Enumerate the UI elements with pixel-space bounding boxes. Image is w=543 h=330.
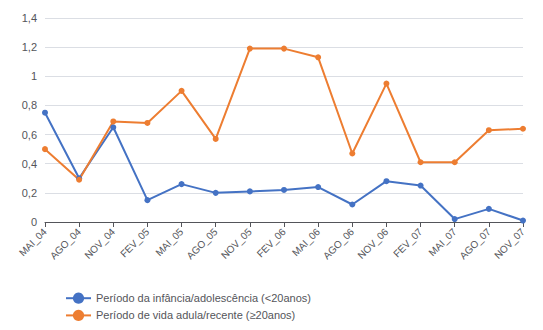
svg-text:0: 0 [31,216,37,228]
svg-text:0,2: 0,2 [22,187,37,199]
svg-text:AGO_04: AGO_04 [48,226,84,262]
svg-text:AGO_05: AGO_05 [184,226,220,262]
svg-text:Período da infância/adolescênc: Período da infância/adolescência (<20ano… [96,292,311,304]
svg-text:AGO_07: AGO_07 [457,226,493,262]
svg-text:NOV_06: NOV_06 [355,226,390,261]
svg-text:1,2: 1,2 [22,41,37,53]
svg-text:MAI_07: MAI_07 [426,226,458,258]
svg-text:MAI_04: MAI_04 [17,226,49,258]
svg-text:1: 1 [31,70,37,82]
svg-text:MAI_06: MAI_06 [290,226,322,258]
svg-text:FEV_05: FEV_05 [118,226,152,260]
svg-text:FEV_07: FEV_07 [391,226,425,260]
svg-text:AGO_06: AGO_06 [321,226,357,262]
svg-text:0,8: 0,8 [22,99,37,111]
svg-text:MAI_05: MAI_05 [153,226,185,258]
svg-text:Período de vida adula/recente: Período de vida adula/recente (≥20anos) [96,309,295,321]
svg-text:NOV_05: NOV_05 [219,226,254,261]
svg-text:0,6: 0,6 [22,129,37,141]
svg-text:1,4: 1,4 [22,12,37,24]
svg-text:FEV_06: FEV_06 [255,226,289,260]
svg-text:NOV_07: NOV_07 [492,226,527,261]
svg-text:NOV_04: NOV_04 [82,226,117,261]
svg-text:0,4: 0,4 [22,158,37,170]
